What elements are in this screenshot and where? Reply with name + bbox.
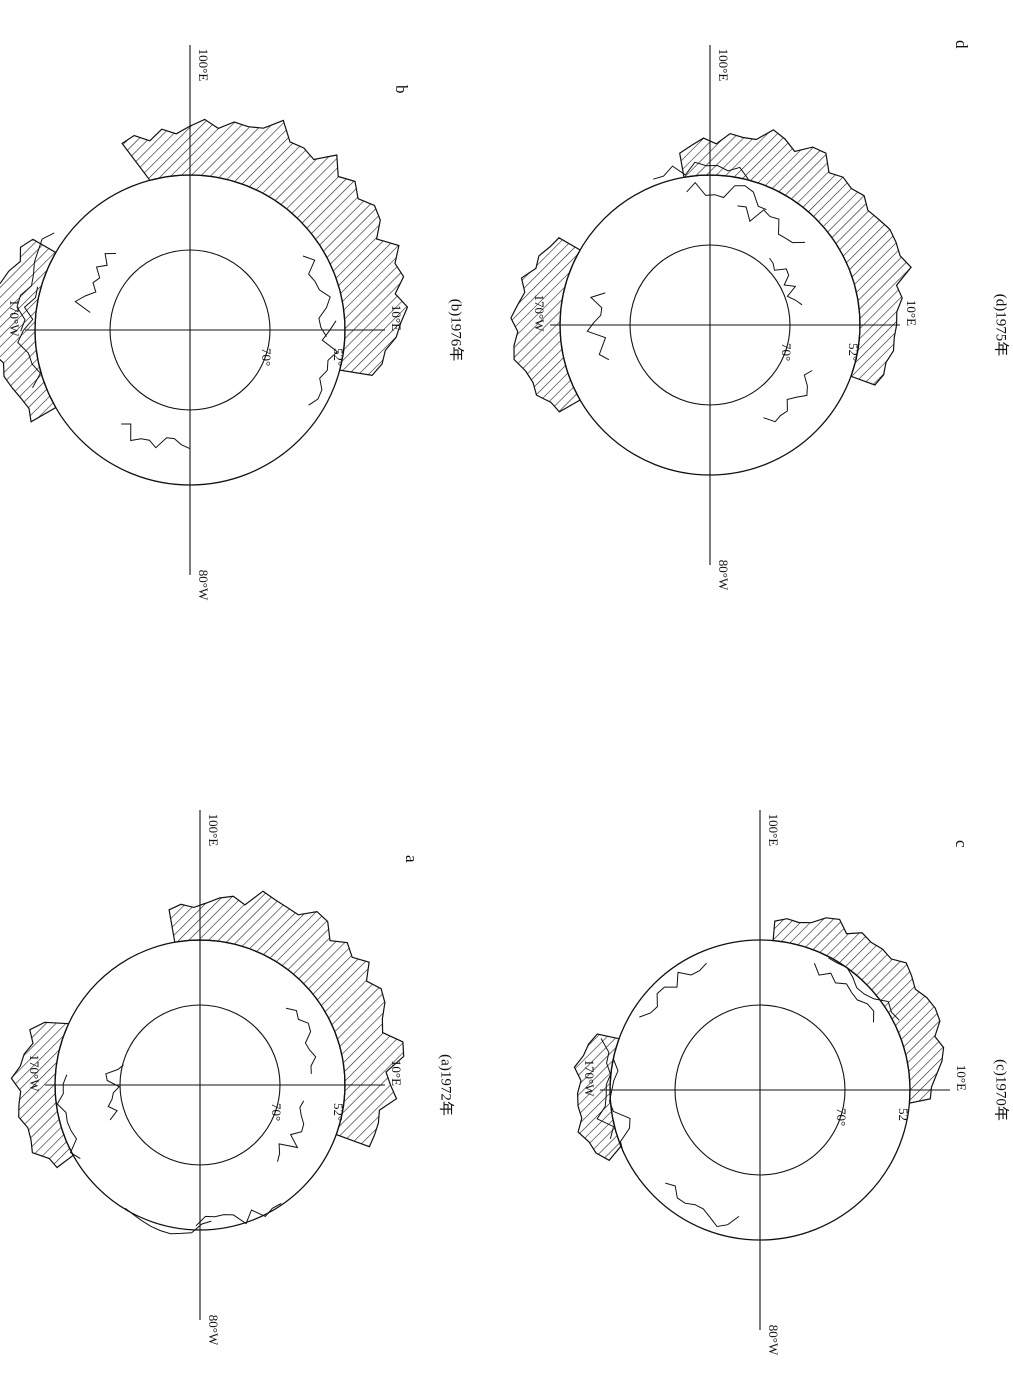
lat-label: 70° (834, 1108, 849, 1126)
hatched-region (680, 130, 911, 385)
coastline (738, 206, 806, 243)
axis-label: 10°E (389, 305, 404, 331)
panel-caption: (a)1972年 (438, 1054, 455, 1116)
hatched-region (574, 1034, 621, 1160)
coastline (121, 424, 189, 448)
lat-label: 70° (269, 1103, 284, 1121)
map-panel: 170°W 10°E 100°E 80°W 70° 52° d (d)1975年 (511, 40, 1010, 591)
lat-label: 52° (331, 348, 346, 366)
lat-label: 52° (331, 1103, 346, 1121)
panel-letter: a (402, 855, 421, 863)
page: 170°W 10°E 100°E 80°W 70° 52° a (a)1972年 170°W 10… (0, 0, 1013, 1374)
axis-label: 170°W (7, 300, 22, 338)
axis-label: 10°E (389, 1060, 404, 1086)
panel-letter: c (952, 840, 971, 848)
coastline (75, 254, 116, 313)
axis-label: 80°W (196, 570, 211, 601)
axis-label: 100°E (766, 814, 781, 847)
axis-label: 10°E (904, 300, 919, 326)
panel-caption: (c)1970年 (993, 1059, 1010, 1121)
axis-label: 170°W (532, 295, 547, 333)
map-panel: 170°W 10°E 100°E 80°W 70° 52° b (b)1976年 (0, 45, 465, 601)
hatched-region (169, 891, 404, 1146)
axis-label: 10°E (954, 1065, 969, 1091)
panel-letter: b (392, 85, 411, 94)
coastline (587, 293, 609, 360)
lat-label: 52° (846, 343, 861, 361)
coastline (286, 1008, 316, 1074)
axis-label: 100°E (716, 49, 731, 82)
axis-label: 170°W (582, 1060, 597, 1098)
map-panel: 170°W 10°E 100°E 80°W 70° 52° a (a)1972年 (11, 810, 454, 1346)
coastline (665, 1183, 739, 1226)
lat-label: 70° (779, 343, 794, 361)
axis-label: 80°W (716, 560, 731, 591)
coastline (764, 371, 813, 422)
coastline (303, 256, 330, 337)
panel-letter: d (952, 40, 971, 49)
lat-label: 52 (896, 1108, 911, 1121)
axis-label: 80°W (206, 1315, 221, 1346)
coastline (687, 183, 767, 210)
hatched-region (122, 119, 407, 375)
lat-label: 70° (259, 348, 274, 366)
hatched-region (11, 1022, 73, 1167)
panel-caption: (b)1976年 (448, 299, 465, 362)
panel-caption: (d)1975年 (993, 294, 1010, 357)
axis-label: 100°E (206, 814, 221, 847)
map-panel: 170°W 10°E 100°E 80°W 70° 52 c (c)1970年 (574, 810, 1009, 1356)
axis-label: 100°E (196, 49, 211, 82)
axis-label: 170°W (27, 1055, 42, 1093)
axis-label: 80°W (766, 1325, 781, 1356)
coastline (639, 963, 706, 1017)
